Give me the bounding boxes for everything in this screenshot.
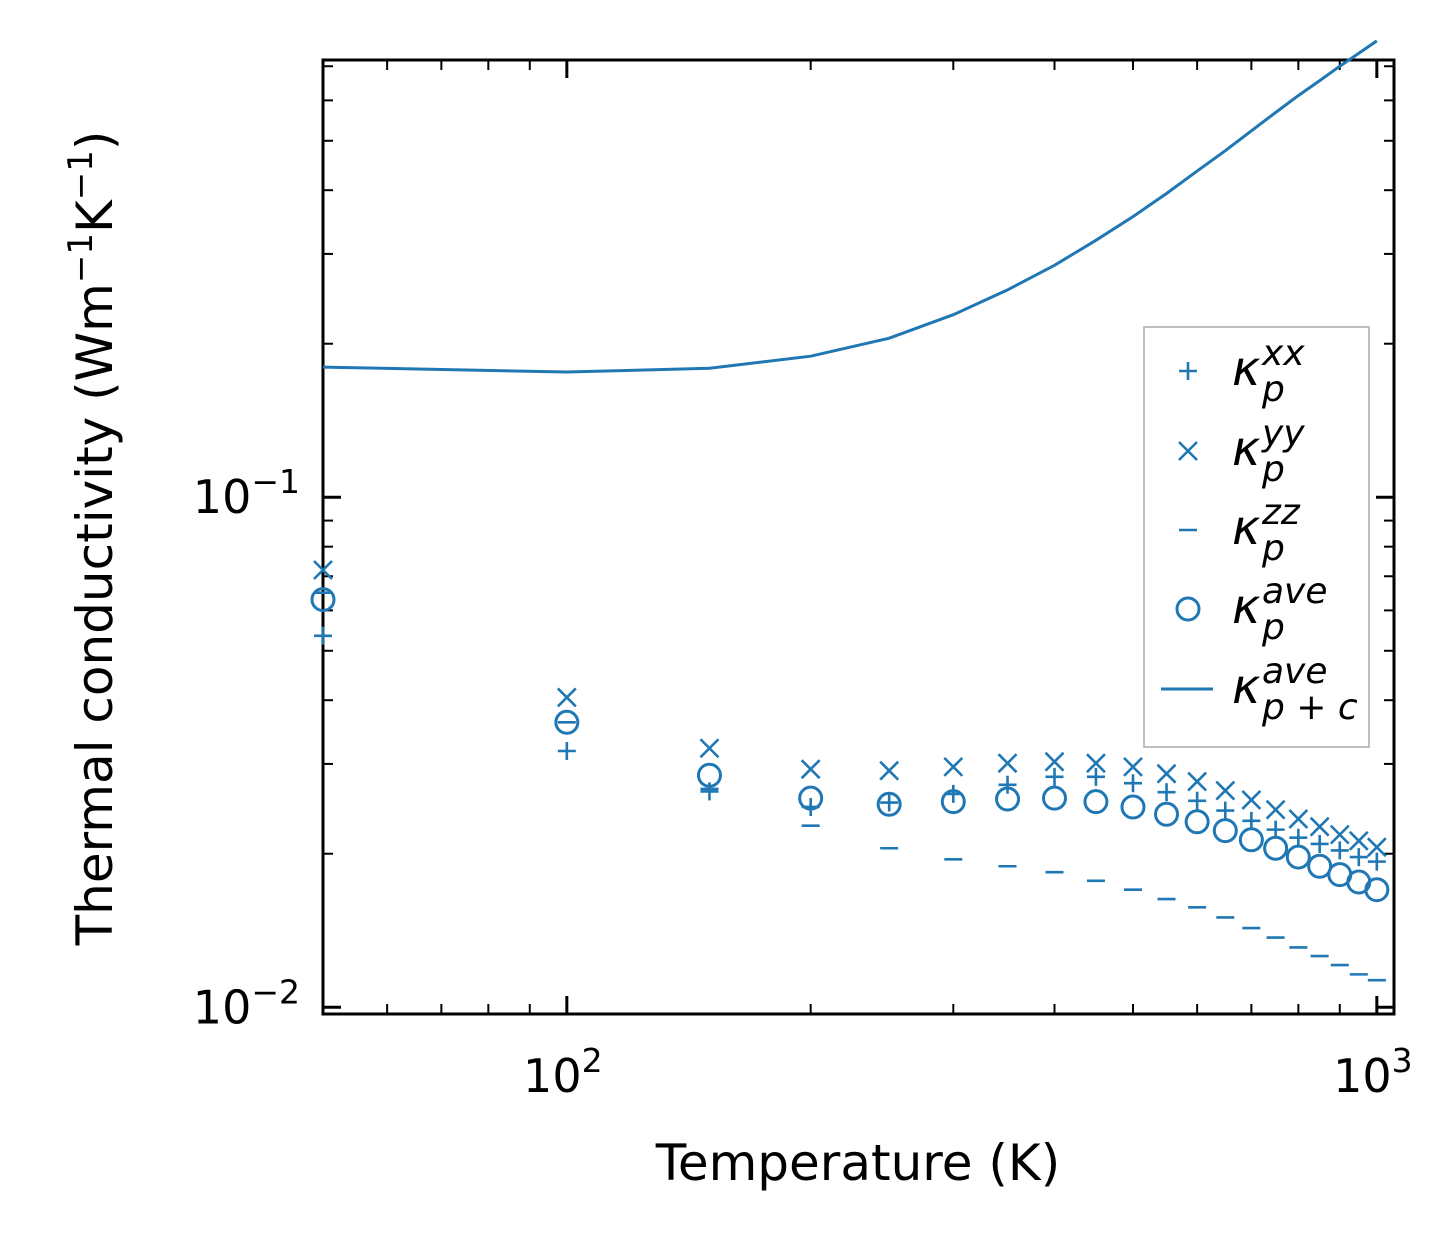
legend-superscript: ave <box>1262 651 1328 692</box>
data-point <box>1123 756 1143 777</box>
series-1 <box>314 626 1386 871</box>
legend-superscript: yy <box>1261 413 1305 454</box>
data-point <box>1188 791 1207 810</box>
data-point <box>1215 780 1236 801</box>
legend-symbol: κ <box>1232 579 1261 635</box>
data-point <box>1242 811 1261 830</box>
data-point <box>696 762 722 788</box>
legend-subscript: p <box>1261 528 1285 569</box>
data-point <box>1263 835 1289 861</box>
x-axis-label: Temperature (K) <box>655 1134 1060 1192</box>
x-tick-label: 102 <box>523 1041 603 1103</box>
legend-symbol: κ <box>1232 341 1261 397</box>
data-point <box>800 759 821 780</box>
legend-symbol: κ <box>1232 659 1261 715</box>
data-point <box>997 753 1018 774</box>
data-point <box>1329 824 1350 845</box>
legend-marker <box>1178 441 1198 461</box>
data-point <box>1366 837 1387 858</box>
data-point <box>880 793 899 812</box>
data-point <box>1288 809 1309 829</box>
data-point <box>1157 783 1176 802</box>
data-point <box>998 775 1017 794</box>
series-4 <box>310 587 1390 903</box>
data-point <box>1184 809 1210 835</box>
data-point <box>313 560 333 580</box>
data-point <box>1310 834 1329 853</box>
legend-subscript: p <box>1261 607 1285 648</box>
data-point <box>1265 799 1286 820</box>
data-point <box>1042 785 1068 811</box>
data-point <box>1156 763 1177 784</box>
data-point <box>876 791 902 817</box>
x-tick-label: 103 <box>1333 1041 1413 1103</box>
series-line <box>322 39 1378 374</box>
data-point <box>1349 848 1368 867</box>
legend-frame <box>1143 326 1370 748</box>
legend-symbol: κ <box>1232 500 1261 556</box>
y-tick-label: 10−1 <box>193 462 300 524</box>
data-point <box>1348 830 1369 851</box>
series-2 <box>313 560 1387 858</box>
data-point <box>554 709 580 735</box>
data-point <box>1212 818 1238 844</box>
data-point <box>1083 789 1109 815</box>
data-point <box>1124 774 1142 793</box>
data-point <box>1045 767 1064 786</box>
series-5 <box>322 39 1378 374</box>
legend-entry: κ pxx <box>1179 333 1305 410</box>
data-point <box>1330 841 1349 860</box>
data-point <box>1044 751 1065 772</box>
legend-superscript: xx <box>1261 333 1305 374</box>
data-point <box>1238 827 1264 853</box>
y-axis-label: Thermal conductivity (Wm−1K−1) <box>61 131 124 947</box>
y-tick-label: 10−2 <box>193 972 300 1034</box>
legend-symbol: κ <box>1232 421 1261 477</box>
data-point <box>798 785 824 811</box>
legend-subscript: p <box>1261 449 1285 490</box>
axis-ticks: 102 103 10−1 10−2 <box>193 60 1413 1103</box>
data-point <box>1367 852 1386 871</box>
data-point <box>1266 820 1285 839</box>
data-point <box>1289 828 1308 847</box>
data-point <box>1364 877 1390 903</box>
data-point <box>1216 801 1235 820</box>
data-point <box>1120 794 1146 820</box>
data-series <box>310 39 1390 982</box>
data-point <box>556 687 577 708</box>
data-point <box>1285 844 1311 870</box>
legend-superscript: zz <box>1261 492 1301 533</box>
data-point <box>1241 789 1262 810</box>
data-point <box>943 756 964 777</box>
data-point <box>1309 816 1330 837</box>
data-point <box>940 789 966 815</box>
data-point <box>314 626 332 645</box>
data-point <box>1154 801 1180 827</box>
legend-entry: κ pyy <box>1178 413 1305 490</box>
legend-subscript: p + c <box>1261 687 1358 728</box>
legend-superscript: ave <box>1262 571 1328 612</box>
legend-subscript: p <box>1261 369 1285 410</box>
legend-marker <box>1175 596 1201 622</box>
axes-box <box>321 58 1396 1016</box>
series-3 <box>314 591 1386 982</box>
data-point <box>1086 767 1105 786</box>
data-point <box>995 786 1021 812</box>
data-point <box>1187 771 1208 792</box>
data-point <box>310 587 336 613</box>
data-point <box>699 738 720 759</box>
data-point <box>879 760 900 781</box>
plot-area <box>321 58 1396 1016</box>
data-point <box>557 742 576 761</box>
data-point <box>1086 753 1106 774</box>
legend-entry: κ pzz <box>1179 492 1301 569</box>
legend-marker <box>1179 362 1197 380</box>
